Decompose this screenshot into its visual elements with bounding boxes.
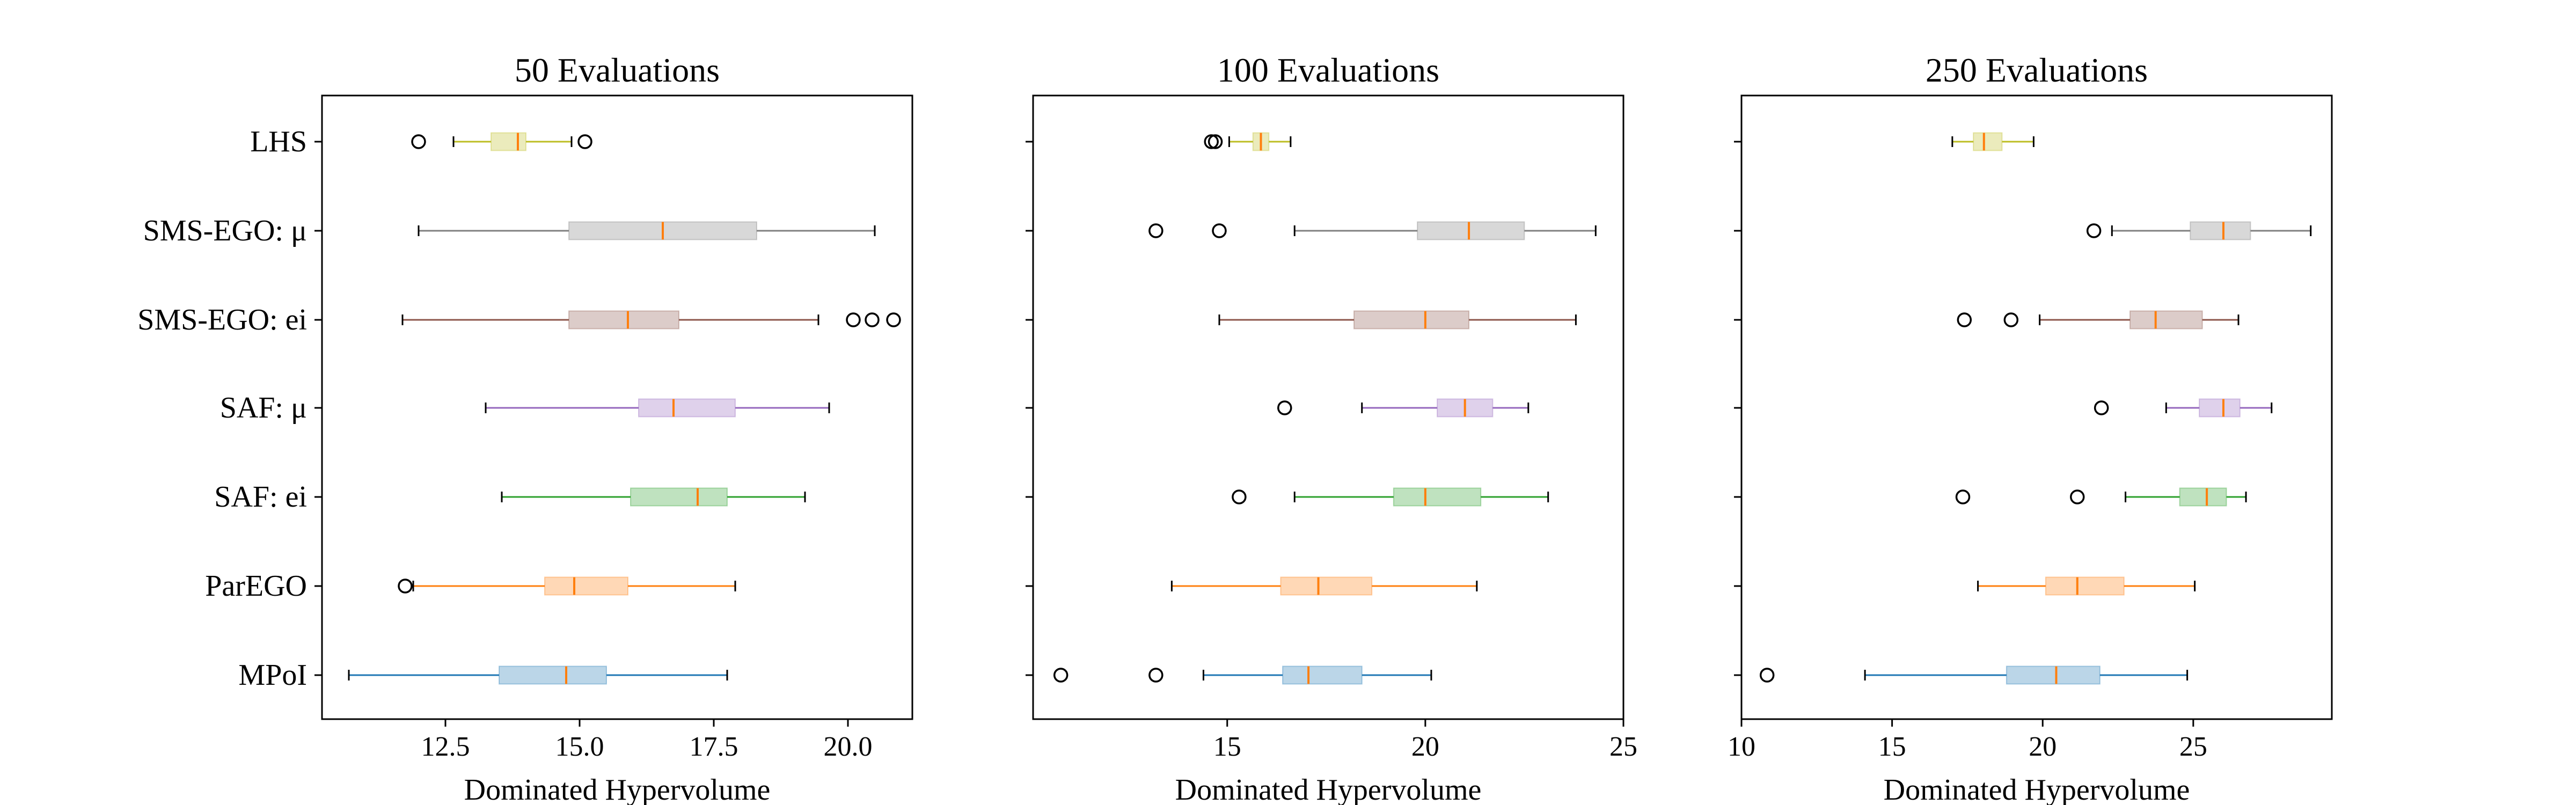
outlier-point (1277, 400, 1292, 415)
box-sms-ego-ei (401, 310, 901, 330)
outlier-point (2003, 312, 2019, 327)
outlier-point (2070, 489, 2085, 504)
x-tick-label: 25 (2179, 731, 2207, 762)
box-saf-mu (485, 398, 830, 418)
category-label-lhs: LHS (250, 125, 307, 158)
box-lhs (1951, 132, 2035, 151)
category-label-sms-ego-mu: SMS-EGO: μ (143, 214, 307, 247)
iqr-box (2179, 487, 2227, 507)
box-sms-ego-mu (2086, 221, 2312, 240)
outlier-point (2086, 223, 2102, 238)
x-tick-label: 20 (1411, 731, 1439, 762)
x-axis-label: Dominated Hypervolume (1175, 773, 1482, 805)
iqr-box (1280, 576, 1373, 596)
panel-100-evaluations: 100 Evaluations 15 20 25 Dominated Hypervolu… (1026, 51, 1637, 805)
outlier-point (1955, 489, 1971, 504)
iqr-box (491, 132, 526, 151)
box-mpoi (1053, 665, 1432, 685)
box-lhs (411, 132, 592, 151)
outlier-point (1232, 489, 1247, 504)
box-parego (1977, 576, 2196, 596)
category-label-parego: ParEGO (205, 569, 307, 603)
iqr-box (2199, 398, 2241, 418)
outlier-point (1208, 134, 1223, 149)
box-parego (1170, 576, 1478, 596)
outlier-point (1957, 312, 1972, 327)
box-saf-ei (1955, 487, 2247, 507)
x-axis-label: Dominated Hypervolume (1884, 773, 2190, 805)
box-sms-ego-mu (1148, 221, 1597, 240)
outlier-point (1204, 134, 1219, 149)
x-axis-label: Dominated Hypervolume (464, 773, 771, 805)
box-sms-ego-ei (1218, 310, 1577, 330)
x-tick-label: 15.0 (555, 731, 604, 762)
iqr-box (1393, 487, 1482, 507)
x-tick-label: 10 (1728, 731, 1755, 762)
outlier-point (1053, 668, 1069, 683)
x-tick-label: 12.5 (421, 731, 470, 762)
outlier-point (2094, 400, 2109, 415)
panel-title: 250 Evaluations (1926, 51, 2148, 89)
category-label-mpoi: MPoI (238, 658, 307, 692)
x-tick-label: 20 (2029, 731, 2057, 762)
box-mpoi (1759, 665, 2189, 685)
x-tick-label: 17.5 (690, 731, 738, 762)
outlier-point (886, 312, 901, 327)
outlier-point (1759, 668, 1775, 683)
box-parego (398, 576, 736, 596)
iqr-box (1353, 310, 1470, 330)
category-label-saf-ei: SAF: ei (214, 480, 307, 514)
x-tick-label: 25 (1609, 731, 1637, 762)
box-saf-mu (2094, 398, 2273, 418)
category-label-sms-ego-ei: SMS-EGO: ei (137, 303, 307, 336)
box-sms-ego-ei (1957, 310, 2240, 330)
iqr-box (2190, 221, 2251, 240)
outlier-point (1212, 223, 1227, 238)
iqr-box (544, 576, 628, 596)
box-sms-ego-mu (418, 221, 876, 240)
iqr-box (1417, 221, 1525, 240)
outlier-point (865, 312, 880, 327)
iqr-box (2045, 576, 2125, 596)
panel-50-evaluations: 50 Evaluations 12.5 15.0 17.5 20.0 LHS SMS-EGO… (137, 51, 913, 805)
iqr-box (630, 487, 728, 507)
outlier-point (577, 134, 592, 149)
outlier-point (1148, 223, 1163, 238)
outlier-point (411, 134, 426, 149)
iqr-box (1282, 665, 1363, 685)
outlier-point (846, 312, 861, 327)
iqr-box (2006, 665, 2101, 685)
box-saf-mu (1277, 398, 1529, 418)
panel-250-evaluations: 250 Evaluations 10 15 20 25 Dominated Hypervo… (1728, 51, 2333, 805)
x-tick-label: 15 (1878, 731, 1906, 762)
x-tick-label: 20.0 (824, 731, 873, 762)
box-lhs (1204, 132, 1292, 151)
iqr-box (2129, 310, 2203, 330)
panel-title: 50 Evaluations (515, 51, 720, 89)
outlier-point (398, 579, 413, 594)
axes-frame (1032, 94, 1624, 720)
box-mpoi (348, 665, 728, 685)
outlier-point (1148, 668, 1163, 683)
iqr-box (499, 665, 607, 685)
iqr-box (568, 310, 679, 330)
box-saf-ei (501, 487, 806, 507)
box-saf-ei (1232, 487, 1549, 507)
panel-title: 100 Evaluations (1217, 51, 1439, 89)
x-tick-label: 15 (1213, 731, 1241, 762)
category-label-saf-mu: SAF: μ (220, 391, 307, 425)
iqr-box (638, 398, 736, 418)
iqr-box (1973, 132, 2003, 151)
